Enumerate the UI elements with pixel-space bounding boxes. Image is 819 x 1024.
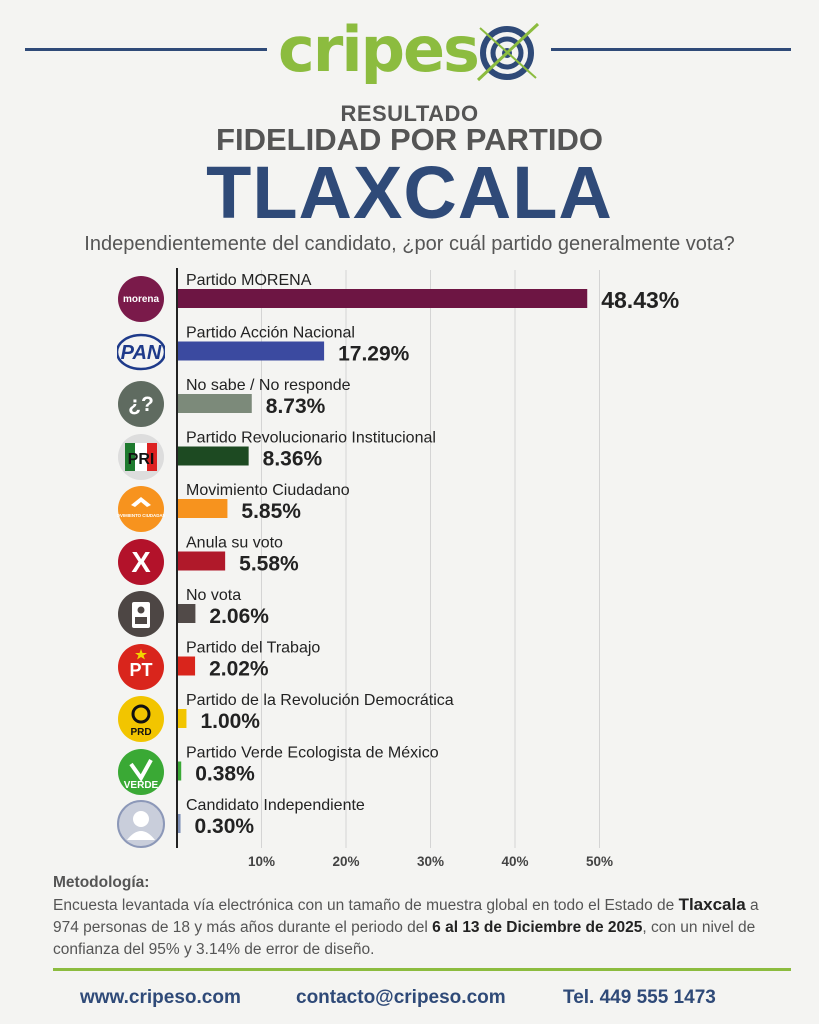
- question-icon: ¿?: [117, 380, 165, 428]
- svg-text:VERDE: VERDE: [124, 780, 159, 791]
- x-tick-label: 10%: [248, 854, 275, 869]
- svg-text:PRD: PRD: [130, 727, 151, 738]
- methodology-text-1: Encuesta levantada vía electrónica con u…: [53, 897, 679, 914]
- bar: [178, 289, 588, 308]
- x-tick-label: 40%: [501, 854, 528, 869]
- header-rule-left: [25, 48, 267, 51]
- svg-text:¿?: ¿?: [128, 393, 154, 416]
- prd-logo-icon: PRD: [117, 695, 165, 743]
- value-label: 0.38%: [195, 763, 255, 786]
- footer-rule: [53, 968, 791, 971]
- methodology-dates: 6 al 13 de Diciembre de 2025: [432, 919, 643, 936]
- bar: [178, 499, 228, 518]
- target-icon: [476, 22, 540, 82]
- bar: [178, 446, 249, 466]
- x-mark-icon: X: [117, 538, 165, 586]
- footer-phone: Tel. 449 555 1473: [563, 987, 716, 1008]
- methodology-title: Metodología:: [53, 874, 150, 891]
- value-label: 1.00%: [200, 710, 260, 733]
- value-label: 2.06%: [209, 605, 269, 628]
- svg-text:PT: PT: [129, 660, 152, 680]
- x-tick-label: 20%: [332, 854, 359, 869]
- category-label: Partido Revolucionario Institucional: [186, 430, 436, 447]
- value-label: 5.58%: [239, 553, 299, 576]
- person-icon: [117, 800, 165, 848]
- verde-logo-icon: VERDE: [117, 748, 165, 796]
- brand-logo-text: cripes: [278, 13, 480, 86]
- svg-text:morena: morena: [123, 294, 160, 305]
- page-title: FIDELIDAD POR PARTIDO: [216, 122, 603, 157]
- methodology-text-2: a 974 personas de 18 y más años durante …: [53, 897, 759, 936]
- category-label: No sabe / No responde: [186, 377, 351, 394]
- bar: [178, 341, 325, 361]
- category-label: Anula su voto: [186, 535, 283, 552]
- svg-text:X: X: [131, 547, 151, 579]
- brand-logo: cripes: [278, 13, 548, 86]
- svg-text:PAN: PAN: [121, 342, 162, 364]
- category-label: Partido del Trabajo: [186, 640, 320, 657]
- category-label: Candidato Independiente: [186, 797, 365, 814]
- bar: [178, 394, 252, 413]
- category-label: Partido Verde Ecologista de México: [186, 745, 439, 762]
- kicker-title: RESULTADO: [340, 101, 479, 126]
- svg-text:MOVIMIENTO CIUDADANO: MOVIMIENTO CIUDADANO: [117, 513, 165, 518]
- bar: [178, 656, 196, 676]
- mc-logo-icon: MOVIMIENTO CIUDADANO: [117, 485, 165, 533]
- header-rule-right: [551, 48, 791, 51]
- survey-question: Independientemente del candidato, ¿por c…: [84, 233, 735, 255]
- value-label: 5.85%: [241, 500, 301, 523]
- methodology-text-3: , con un nivel de confianza del 95% y 3.…: [53, 919, 756, 958]
- value-label: 8.36%: [263, 448, 323, 471]
- methodology-state: Tlaxcala: [678, 895, 746, 914]
- x-tick-label: 50%: [586, 854, 613, 869]
- ballot-box-icon: [117, 590, 165, 638]
- state-title: TLAXCALA: [206, 151, 613, 234]
- pri-logo-icon: PRI: [117, 433, 165, 481]
- bar: [178, 551, 226, 571]
- methodology: Metodología: Encuesta levantada vía elec…: [53, 872, 783, 961]
- bar: [178, 709, 187, 728]
- category-label: Partido Acción Nacional: [186, 325, 355, 342]
- category-label: Partido de la Revolución Democrática: [186, 692, 454, 709]
- category-label: Movimiento Ciudadano: [186, 482, 350, 499]
- morena-logo-icon: morena: [117, 275, 165, 323]
- bar-chart: 10% 20% 30% 40% 50% Partido MORENA 48.43% Parti…: [176, 268, 679, 869]
- value-label: 48.43%: [601, 287, 679, 313]
- bar: [178, 761, 182, 781]
- svg-text:PRI: PRI: [128, 451, 155, 468]
- bar: [178, 604, 196, 623]
- pan-logo-icon: PAN: [117, 328, 165, 376]
- value-label: 17.29%: [338, 343, 410, 366]
- bar: [178, 814, 181, 833]
- value-label: 0.30%: [195, 815, 255, 838]
- footer-website-link[interactable]: www.cripeso.com: [80, 987, 241, 1008]
- category-label: No vota: [186, 587, 241, 604]
- value-label: 8.73%: [266, 395, 326, 418]
- footer-email-link[interactable]: contacto@cripeso.com: [296, 987, 506, 1008]
- x-tick-label: 30%: [417, 854, 444, 869]
- category-label: Partido MORENA: [186, 272, 312, 289]
- pt-logo-icon: PT: [117, 643, 165, 691]
- value-label: 2.02%: [209, 658, 269, 681]
